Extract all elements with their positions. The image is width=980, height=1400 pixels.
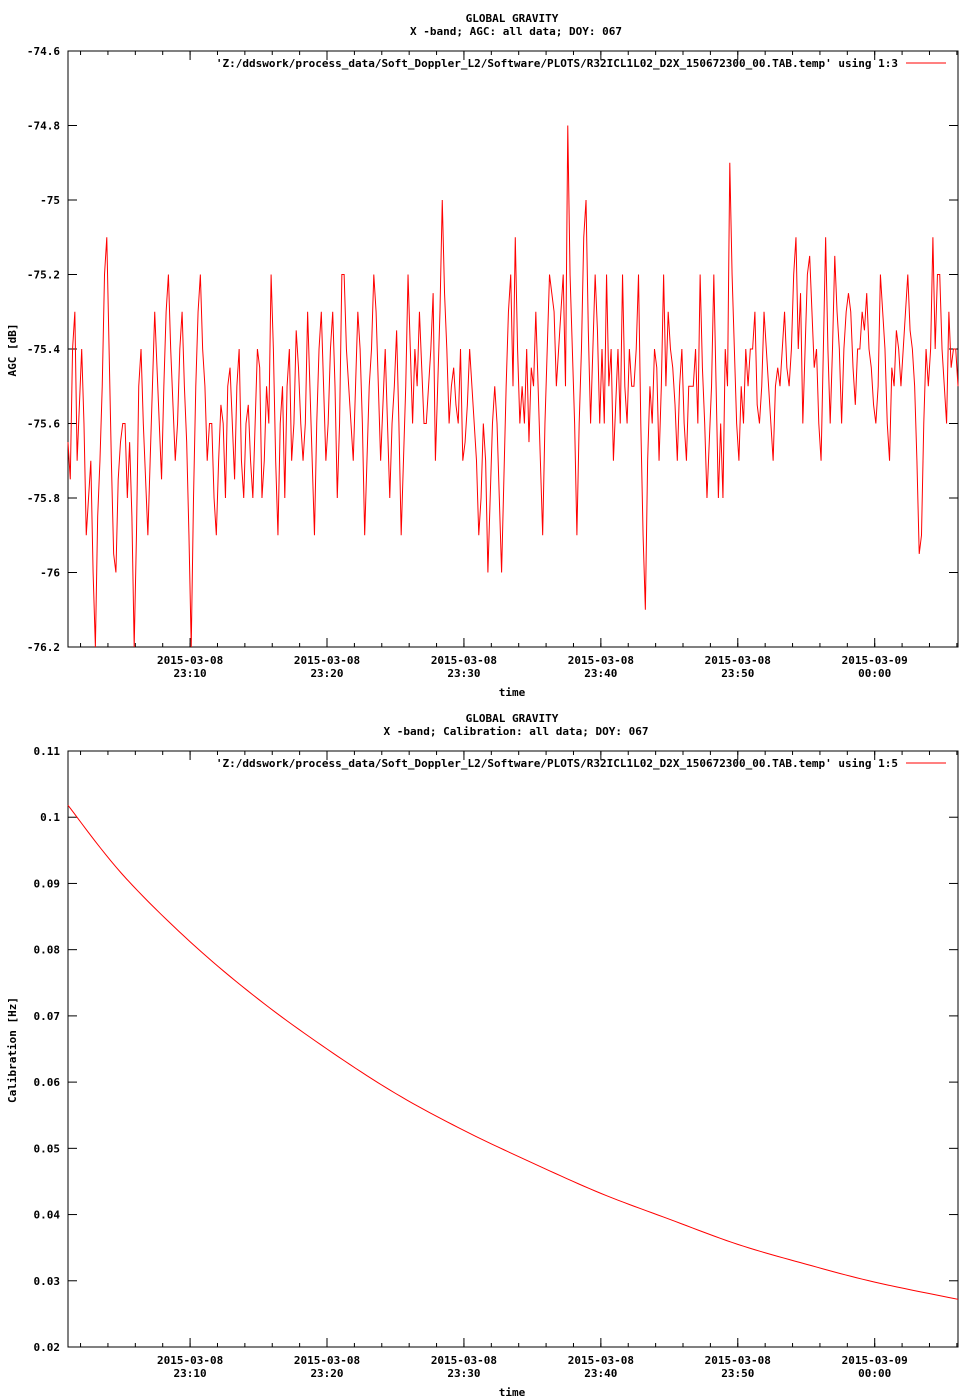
series-line xyxy=(67,804,959,1300)
y-tick-label: 0.04 xyxy=(34,1209,61,1222)
x-tick-date-label: 2015-03-08 xyxy=(705,1354,771,1367)
x-tick-date-label: 2015-03-08 xyxy=(157,1354,223,1367)
x-tick-date-label: 2015-03-08 xyxy=(157,654,223,667)
y-tick-label: -75.6 xyxy=(27,418,60,431)
x-tick-date-label: 2015-03-08 xyxy=(568,1354,634,1367)
x-axis-label: time xyxy=(499,1386,526,1399)
y-tick-label: -76 xyxy=(40,567,60,580)
plot-frame xyxy=(67,750,959,1348)
x-tick-date-label: 2015-03-08 xyxy=(705,654,771,667)
x-tick-time-label: 23:40 xyxy=(584,1367,617,1380)
x-tick-time-label: 23:20 xyxy=(310,1367,343,1380)
y-axis-label: Calibration [Hz] xyxy=(6,997,19,1103)
x-tick-date-label: 2015-03-08 xyxy=(431,1354,497,1367)
x-tick-time-label: 23:30 xyxy=(447,667,480,680)
y-tick-label: 0.03 xyxy=(34,1275,61,1288)
x-tick-date-label: 2015-03-08 xyxy=(294,654,360,667)
y-tick-label: 0.05 xyxy=(34,1142,61,1155)
chart-title: GLOBAL GRAVITY xyxy=(466,12,559,25)
y-tick-label: 0.1 xyxy=(40,811,60,824)
y-tick-label: -75 xyxy=(40,194,60,207)
legend-label: 'Z:/ddswork/process_data/Soft_Doppler_L2… xyxy=(216,57,898,70)
x-tick-date-label: 2015-03-09 xyxy=(842,1354,908,1367)
y-tick-label: 0.08 xyxy=(34,944,61,957)
x-tick-time-label: 23:50 xyxy=(721,1367,754,1380)
x-tick-date-label: 2015-03-08 xyxy=(568,654,634,667)
x-tick-date-label: 2015-03-09 xyxy=(842,654,908,667)
x-axis-label: time xyxy=(499,686,526,699)
x-tick-time-label: 23:10 xyxy=(174,1367,207,1380)
x-tick-date-label: 2015-03-08 xyxy=(294,1354,360,1367)
y-tick-label: -74.6 xyxy=(27,45,60,58)
y-tick-label: -75.4 xyxy=(27,343,60,356)
y-tick-label: 0.09 xyxy=(34,877,61,890)
x-tick-time-label: 00:00 xyxy=(858,667,891,680)
y-tick-label: -75.2 xyxy=(27,269,60,282)
series-line xyxy=(67,125,959,648)
x-tick-date-label: 2015-03-08 xyxy=(431,654,497,667)
x-tick-time-label: 23:20 xyxy=(310,667,343,680)
y-tick-label: 0.07 xyxy=(34,1010,61,1023)
y-tick-label: -74.8 xyxy=(27,120,60,133)
y-tick-label: 0.11 xyxy=(34,745,61,758)
y-axis-label: AGC [dB] xyxy=(6,324,19,377)
x-tick-time-label: 00:00 xyxy=(858,1367,891,1380)
x-tick-time-label: 23:10 xyxy=(174,667,207,680)
y-tick-label: 0.02 xyxy=(34,1341,61,1354)
legend-label: 'Z:/ddswork/process_data/Soft_Doppler_L2… xyxy=(216,757,898,770)
x-tick-time-label: 23:50 xyxy=(721,667,754,680)
x-tick-time-label: 23:30 xyxy=(447,1367,480,1380)
y-tick-label: 0.06 xyxy=(34,1076,61,1089)
y-tick-label: -76.2 xyxy=(27,641,60,654)
plot-frame xyxy=(67,50,959,648)
chart-subtitle: X -band; Calibration: all data; DOY: 067 xyxy=(384,725,649,738)
chart-title: GLOBAL GRAVITY xyxy=(466,712,559,725)
chart-subtitle: X -band; AGC: all data; DOY: 067 xyxy=(410,25,622,38)
y-tick-label: -75.8 xyxy=(27,492,60,505)
x-tick-time-label: 23:40 xyxy=(584,667,617,680)
